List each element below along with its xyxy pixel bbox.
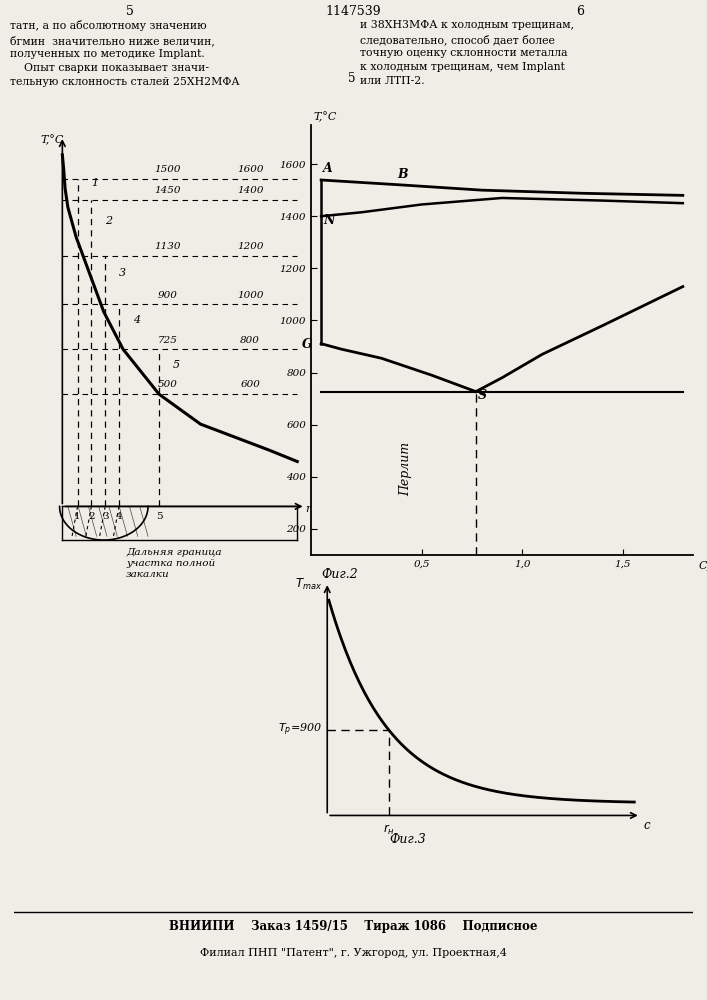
- Text: $r_н$: $r_н$: [382, 823, 395, 837]
- Text: C,%: C,%: [699, 560, 707, 570]
- Text: 5: 5: [156, 512, 163, 521]
- Text: Дальняя граница
участка полной
закалки: Дальняя граница участка полной закалки: [126, 548, 221, 579]
- Text: 1500: 1500: [154, 165, 180, 174]
- Text: и 38ХН3МФА к холодным трещинам,
следовательно, способ дает более
точную оценку с: и 38ХН3МФА к холодным трещинам, следоват…: [360, 20, 574, 86]
- Text: 4: 4: [116, 512, 122, 521]
- Text: 1147539: 1147539: [325, 5, 381, 18]
- Text: G: G: [301, 338, 312, 351]
- Text: 1: 1: [74, 512, 81, 521]
- Text: A: A: [323, 162, 333, 175]
- Text: 5: 5: [349, 72, 356, 85]
- Text: 5: 5: [126, 5, 134, 18]
- Text: 2: 2: [88, 512, 95, 521]
- Text: 1400: 1400: [237, 186, 264, 195]
- Text: 1000: 1000: [237, 291, 264, 300]
- Text: 5: 5: [173, 360, 180, 370]
- Text: ВНИИПИ    Заказ 1459/15    Тираж 1086    Подписное: ВНИИПИ Заказ 1459/15 Тираж 1086 Подписно…: [169, 920, 538, 933]
- Text: T,°C: T,°C: [40, 135, 64, 146]
- Text: c: c: [644, 819, 650, 832]
- Text: 3: 3: [102, 512, 108, 521]
- Text: Филиал ПНП "Патент", г. Ужгород, ул. Проектная,4: Филиал ПНП "Патент", г. Ужгород, ул. Про…: [200, 948, 507, 958]
- Text: 725: 725: [158, 336, 177, 345]
- Text: 600: 600: [240, 380, 260, 389]
- Text: Перлит: Перлит: [399, 442, 412, 496]
- Text: $T_{max}$: $T_{max}$: [296, 577, 322, 592]
- Text: 1600: 1600: [237, 165, 264, 174]
- Text: 1200: 1200: [237, 242, 264, 251]
- Text: T,°C: T,°C: [313, 112, 337, 122]
- Text: S: S: [478, 389, 487, 402]
- Text: 500: 500: [158, 380, 177, 389]
- Text: 800: 800: [240, 336, 260, 345]
- Text: 4: 4: [133, 315, 140, 325]
- Text: татн, а по абсолютному значению
бгмин  значительно ниже величин,
полученных по м: татн, а по абсолютному значению бгмин зн…: [10, 20, 240, 87]
- Text: N: N: [323, 214, 334, 227]
- Text: Фиг.3: Фиг.3: [390, 833, 426, 846]
- Text: r: r: [305, 504, 311, 514]
- Text: 900: 900: [158, 291, 177, 300]
- Text: B: B: [397, 168, 408, 181]
- Text: Фиг.2: Фиг.2: [321, 568, 358, 581]
- Text: 1450: 1450: [154, 186, 180, 195]
- Text: 2: 2: [105, 216, 112, 226]
- Text: 6: 6: [576, 5, 584, 18]
- Text: 1: 1: [91, 178, 98, 188]
- Text: 1130: 1130: [154, 242, 180, 251]
- Text: 3: 3: [119, 268, 126, 278]
- Text: $T_p$=900: $T_p$=900: [278, 721, 322, 738]
